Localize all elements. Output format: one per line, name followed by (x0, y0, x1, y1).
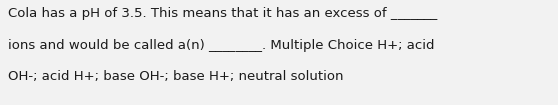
Text: OH-; acid H+; base OH-; base H+; neutral solution: OH-; acid H+; base OH-; base H+; neutral… (8, 70, 344, 83)
Text: ions and would be called a(n) ________. Multiple Choice H+; acid: ions and would be called a(n) ________. … (8, 39, 435, 52)
Text: Cola has a pH of 3.5. This means that it has an excess of _______: Cola has a pH of 3.5. This means that it… (8, 7, 437, 20)
